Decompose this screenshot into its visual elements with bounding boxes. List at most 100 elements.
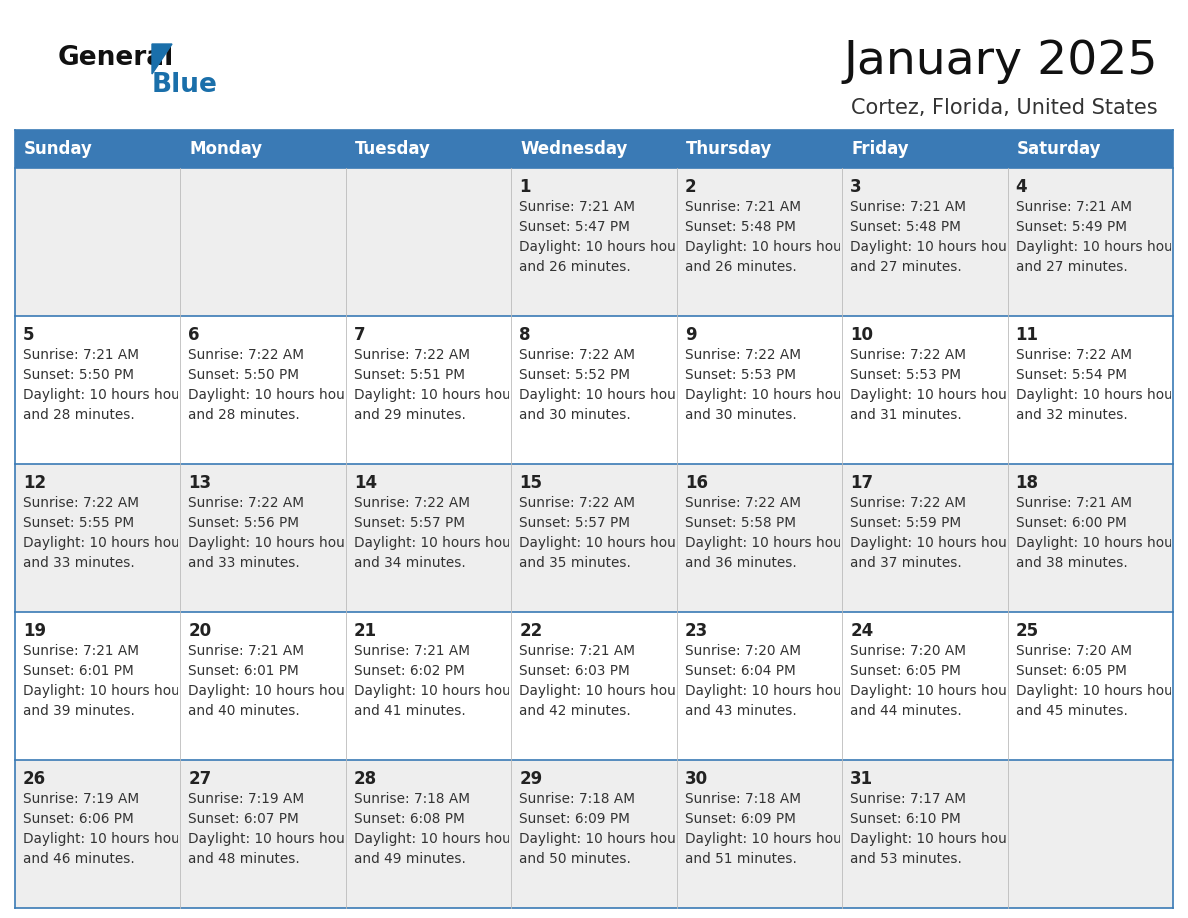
Text: and 41 minutes.: and 41 minutes. (354, 704, 466, 718)
Text: 8: 8 (519, 326, 531, 344)
Text: Sunset: 5:53 PM: Sunset: 5:53 PM (684, 368, 796, 382)
Polygon shape (152, 44, 172, 74)
Text: 11: 11 (1016, 326, 1038, 344)
Text: Daylight: 10 hours hours: Daylight: 10 hours hours (23, 388, 192, 402)
Text: Daylight: 10 hours hours: Daylight: 10 hours hours (1016, 240, 1186, 254)
Text: 3: 3 (851, 178, 861, 196)
Text: and 51 minutes.: and 51 minutes. (684, 852, 797, 866)
Text: Sunset: 5:55 PM: Sunset: 5:55 PM (23, 516, 134, 530)
Text: Daylight: 10 hours hours: Daylight: 10 hours hours (1016, 388, 1186, 402)
Text: Sunset: 6:05 PM: Sunset: 6:05 PM (1016, 664, 1126, 678)
Text: Daylight: 10 hours hours: Daylight: 10 hours hours (684, 684, 854, 698)
Bar (181, 316, 343, 464)
Text: and 45 minutes.: and 45 minutes. (1016, 704, 1127, 718)
Text: Daylight: 10 hours hours: Daylight: 10 hours hours (519, 536, 689, 550)
Text: Daylight: 10 hours hours: Daylight: 10 hours hours (851, 832, 1019, 846)
Text: and 32 minutes.: and 32 minutes. (1016, 408, 1127, 422)
Text: Sunrise: 7:18 AM: Sunrise: 7:18 AM (684, 792, 801, 806)
Text: Daylight: 10 hours hours: Daylight: 10 hours hours (23, 684, 192, 698)
Bar (15, 612, 1173, 760)
Text: Daylight: 10 hours hours: Daylight: 10 hours hours (23, 832, 192, 846)
Bar (15, 464, 178, 612)
Text: Sunrise: 7:17 AM: Sunrise: 7:17 AM (851, 792, 966, 806)
Text: 20: 20 (189, 622, 211, 640)
Text: 16: 16 (684, 474, 708, 492)
Bar (677, 464, 840, 612)
Text: and 35 minutes.: and 35 minutes. (519, 556, 631, 570)
Text: 26: 26 (23, 770, 46, 788)
Bar (181, 464, 343, 612)
Text: Sunrise: 7:22 AM: Sunrise: 7:22 AM (354, 496, 470, 510)
Text: and 36 minutes.: and 36 minutes. (684, 556, 796, 570)
Bar (677, 612, 840, 760)
Text: Sunrise: 7:22 AM: Sunrise: 7:22 AM (684, 348, 801, 362)
Text: and 33 minutes.: and 33 minutes. (23, 556, 134, 570)
Bar (346, 464, 510, 612)
Text: Sunset: 6:10 PM: Sunset: 6:10 PM (851, 812, 961, 826)
Bar (15, 316, 1173, 464)
Text: 27: 27 (189, 770, 211, 788)
Text: Friday: Friday (851, 140, 909, 158)
Text: Sunrise: 7:21 AM: Sunrise: 7:21 AM (23, 348, 139, 362)
Text: Daylight: 10 hours hours: Daylight: 10 hours hours (684, 240, 854, 254)
Bar (1007, 168, 1171, 316)
Text: Sunrise: 7:22 AM: Sunrise: 7:22 AM (684, 496, 801, 510)
Text: and 27 minutes.: and 27 minutes. (1016, 260, 1127, 274)
Text: 15: 15 (519, 474, 542, 492)
Text: Sunrise: 7:18 AM: Sunrise: 7:18 AM (519, 792, 636, 806)
Bar (15, 316, 178, 464)
Text: Sunrise: 7:21 AM: Sunrise: 7:21 AM (189, 644, 304, 658)
Text: Sunset: 5:54 PM: Sunset: 5:54 PM (1016, 368, 1126, 382)
Bar (677, 316, 840, 464)
Text: Sunrise: 7:21 AM: Sunrise: 7:21 AM (23, 644, 139, 658)
Text: Sunset: 5:57 PM: Sunset: 5:57 PM (519, 516, 631, 530)
Text: Sunrise: 7:20 AM: Sunrise: 7:20 AM (684, 644, 801, 658)
Text: Daylight: 10 hours hours: Daylight: 10 hours hours (851, 684, 1019, 698)
Text: and 33 minutes.: and 33 minutes. (189, 556, 301, 570)
Text: Daylight: 10 hours hours: Daylight: 10 hours hours (519, 388, 689, 402)
Text: 10: 10 (851, 326, 873, 344)
Text: Daylight: 10 hours hours: Daylight: 10 hours hours (189, 536, 358, 550)
Text: and 26 minutes.: and 26 minutes. (519, 260, 631, 274)
Text: and 28 minutes.: and 28 minutes. (23, 408, 134, 422)
Text: Sunset: 6:02 PM: Sunset: 6:02 PM (354, 664, 465, 678)
Text: 9: 9 (684, 326, 696, 344)
Text: Saturday: Saturday (1017, 140, 1101, 158)
Text: Sunset: 5:50 PM: Sunset: 5:50 PM (23, 368, 134, 382)
Text: Sunset: 6:01 PM: Sunset: 6:01 PM (189, 664, 299, 678)
Text: Sunset: 6:00 PM: Sunset: 6:00 PM (1016, 516, 1126, 530)
Text: Sunrise: 7:22 AM: Sunrise: 7:22 AM (189, 348, 304, 362)
Text: Sunset: 5:53 PM: Sunset: 5:53 PM (851, 368, 961, 382)
Bar (511, 316, 675, 464)
Bar (842, 612, 1005, 760)
Text: 23: 23 (684, 622, 708, 640)
Bar (842, 316, 1005, 464)
Text: 1: 1 (519, 178, 531, 196)
Bar (15, 760, 178, 908)
Text: Sunset: 6:09 PM: Sunset: 6:09 PM (519, 812, 630, 826)
Text: Sunrise: 7:21 AM: Sunrise: 7:21 AM (684, 200, 801, 214)
Bar (1007, 612, 1171, 760)
Bar (677, 760, 840, 908)
Bar (511, 612, 675, 760)
Text: Sunset: 5:57 PM: Sunset: 5:57 PM (354, 516, 465, 530)
Text: Sunset: 5:49 PM: Sunset: 5:49 PM (1016, 220, 1126, 234)
Text: Sunrise: 7:22 AM: Sunrise: 7:22 AM (354, 348, 470, 362)
Text: and 46 minutes.: and 46 minutes. (23, 852, 134, 866)
Bar (842, 464, 1005, 612)
Text: 4: 4 (1016, 178, 1028, 196)
Text: and 34 minutes.: and 34 minutes. (354, 556, 466, 570)
Text: Sunrise: 7:21 AM: Sunrise: 7:21 AM (519, 200, 636, 214)
Text: 5: 5 (23, 326, 34, 344)
Text: and 43 minutes.: and 43 minutes. (684, 704, 796, 718)
Bar (511, 168, 675, 316)
Text: and 48 minutes.: and 48 minutes. (189, 852, 301, 866)
Text: 2: 2 (684, 178, 696, 196)
Bar (15, 612, 178, 760)
Text: Sunset: 6:04 PM: Sunset: 6:04 PM (684, 664, 796, 678)
Text: General: General (58, 45, 175, 71)
Text: and 30 minutes.: and 30 minutes. (519, 408, 631, 422)
Text: 18: 18 (1016, 474, 1038, 492)
Text: Daylight: 10 hours hours: Daylight: 10 hours hours (519, 684, 689, 698)
Text: Sunset: 6:03 PM: Sunset: 6:03 PM (519, 664, 630, 678)
